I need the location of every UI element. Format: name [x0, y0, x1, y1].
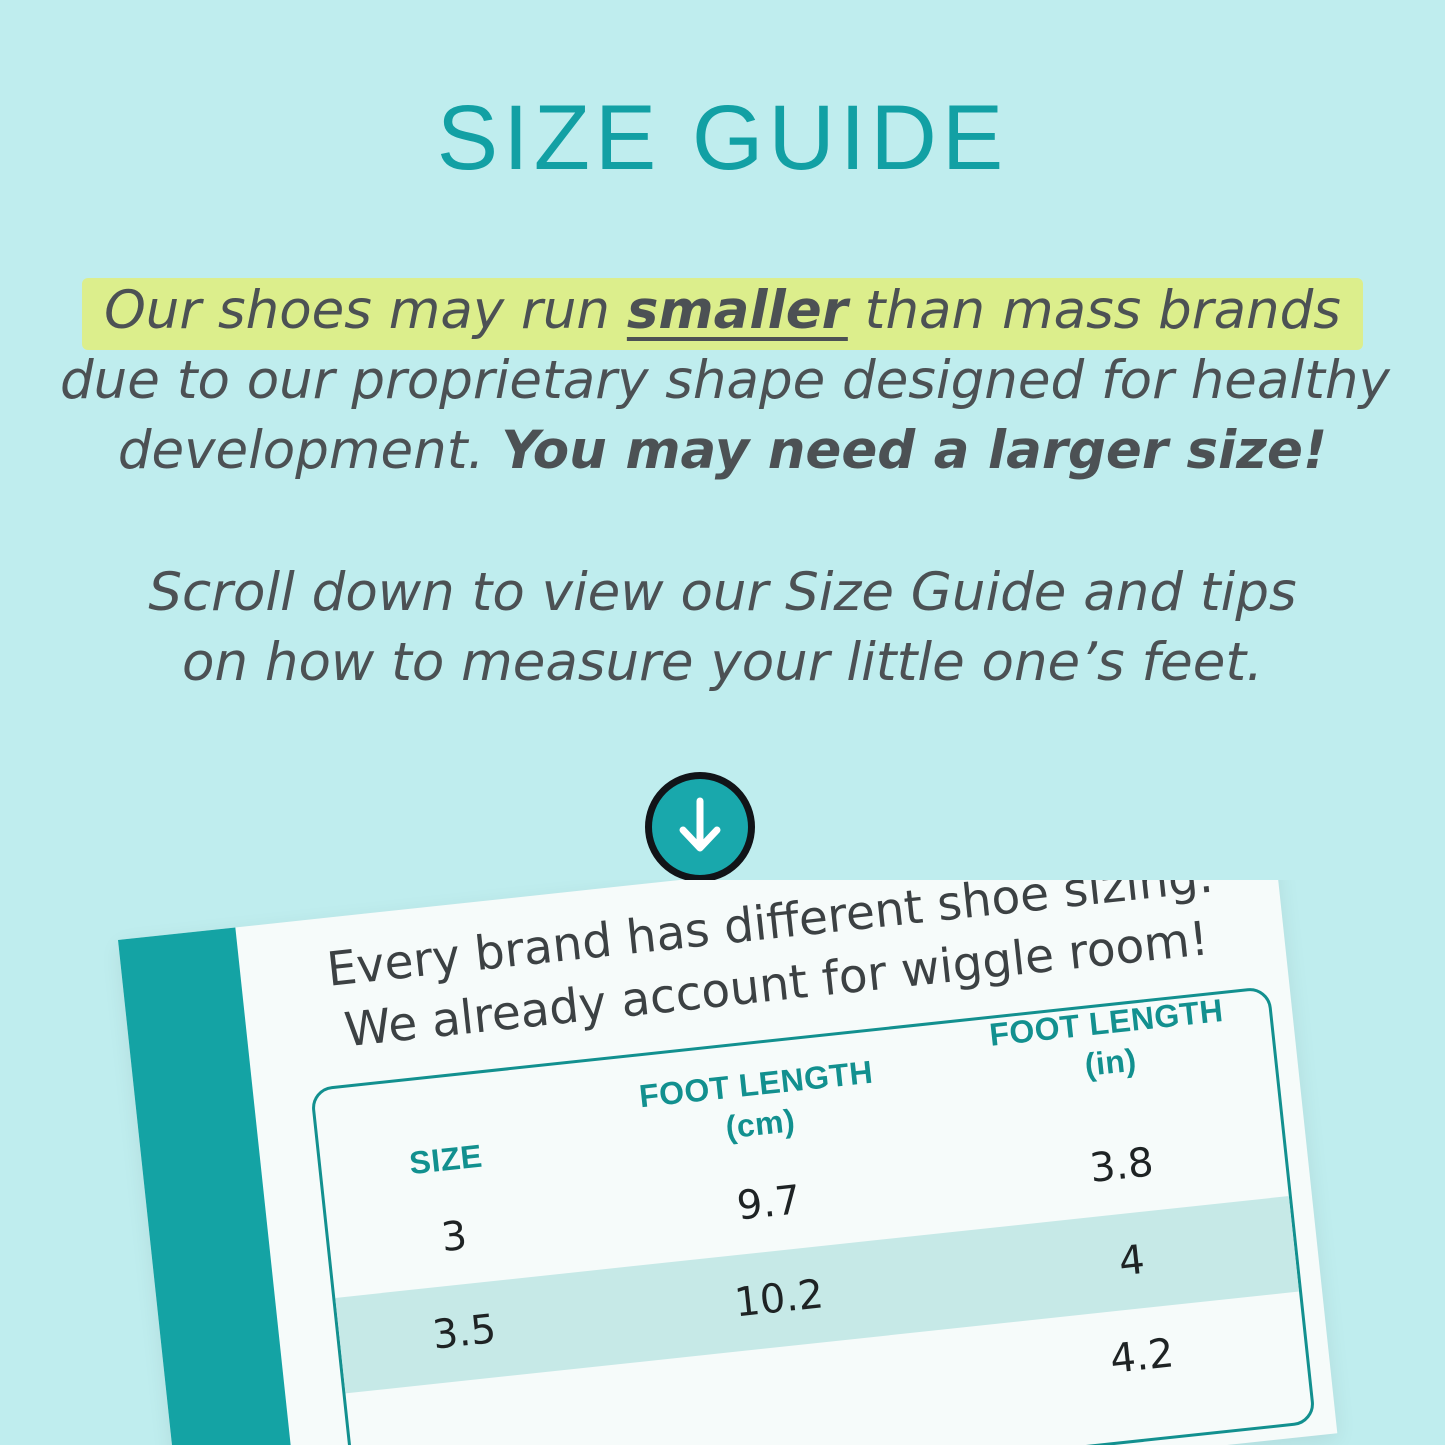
- size-chart-card: SIZE Every brand has different shoe sizi…: [118, 880, 1338, 1445]
- cell-size: [351, 1415, 599, 1441]
- intro-before-text: Our shoes may run: [104, 280, 627, 341]
- cell-foot-length-cm: 9.7: [734, 1177, 803, 1230]
- cell-size: 3: [439, 1212, 470, 1262]
- size-chart-card-stage: SIZE Every brand has different shoe sizi…: [0, 880, 1445, 1445]
- sidebar-vertical-label: SIZE: [186, 1281, 284, 1445]
- intro-line-3: development. You may need a larger size!: [60, 416, 1385, 486]
- card-sidebar: SIZE: [118, 927, 302, 1445]
- cell-foot-length-cm: 10.2: [732, 1271, 826, 1327]
- scroll-instruction-line-1: Scroll down to view our Size Guide and t…: [148, 562, 1297, 623]
- highlight-text: Our shoes may run smaller than mass bran…: [104, 280, 1341, 341]
- cell-foot-length-in: 4.2: [1107, 1330, 1177, 1383]
- intro-line-3-plain: development.: [117, 420, 502, 481]
- column-header-foot-length-in: FOOT LENGTH (in): [942, 986, 1275, 1100]
- intro-line-highlighted: Our shoes may run smaller than mass bran…: [60, 276, 1385, 350]
- scroll-down-button[interactable]: [645, 772, 755, 882]
- arrow-down-icon: [679, 797, 721, 852]
- scroll-instruction-line-2: on how to measure your little one’s feet…: [182, 632, 1263, 693]
- cell-foot-length-in: 3.8: [1087, 1139, 1156, 1192]
- intro-after-text: than mass brands: [847, 280, 1341, 341]
- intro-emphasis-smaller: smaller: [626, 280, 848, 341]
- scroll-instruction-paragraph: Scroll down to view our Size Guide and t…: [60, 558, 1385, 698]
- cell-foot-length-cm: [598, 1374, 979, 1415]
- cell-foot-length-in: 4: [1116, 1236, 1147, 1286]
- intro-paragraph: Our shoes may run smaller than mass bran…: [60, 276, 1390, 486]
- intro-line-2: due to our proprietary shape designed fo…: [60, 350, 1390, 411]
- highlight-background: [82, 278, 1363, 350]
- cell-size: 3.5: [430, 1306, 499, 1359]
- intro-line-3-bold: You may need a larger size!: [501, 420, 1328, 481]
- highlight-marker: Our shoes may run smaller than mass bran…: [82, 276, 1363, 350]
- page-title: SIZE GUIDE: [436, 87, 1009, 189]
- size-table: SIZE FOOT LENGTH (cm) FOOT LENGTH (in) 3…: [309, 985, 1317, 1445]
